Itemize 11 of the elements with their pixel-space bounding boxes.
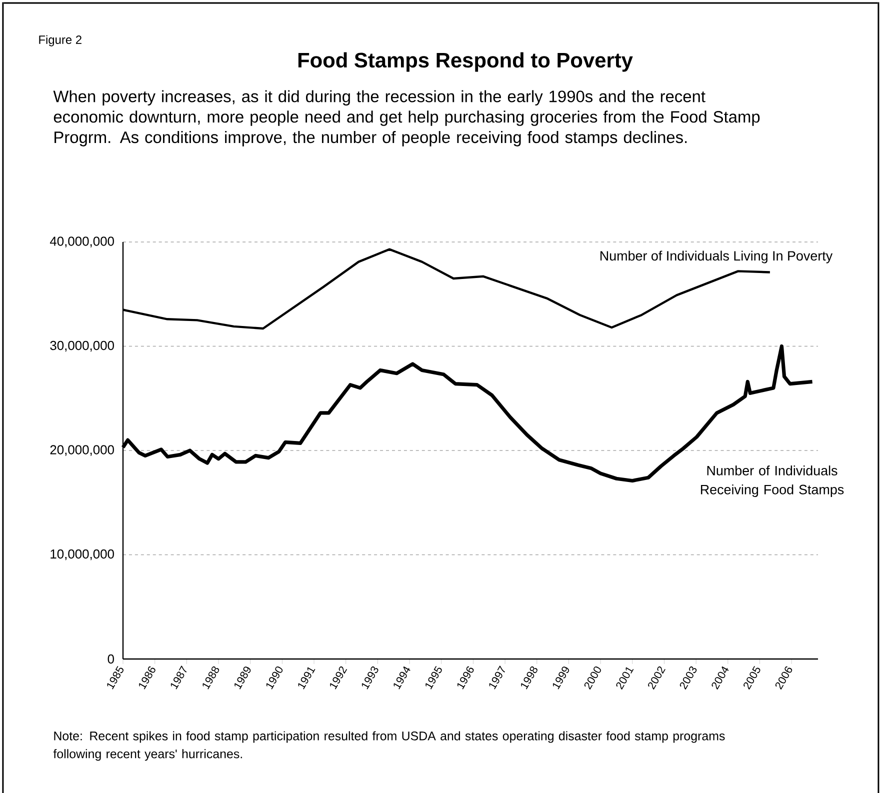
- series-label: Number of Individuals Living In Poverty: [600, 250, 833, 264]
- y-tick-label: 30,000,000: [50, 340, 114, 352]
- y-tick-label: 20,000,000: [50, 445, 114, 456]
- y-tick-label: 10,000,000: [50, 549, 114, 560]
- series-label: Number of Individuals Receiving Food Stamps: [700, 466, 844, 497]
- text: Note: Recent spikes in food stamp participation resulted from USDA and states operating disaster food stamp programs following recent years' hurricanes.: [53, 731, 725, 761]
- caption: Figure 2: [39, 35, 82, 46]
- chart-title: Food Stamps Respond to Poverty: [298, 52, 633, 72]
- y-tick-label: 0: [108, 654, 114, 664]
- y-tick-label: 40,000,000: [50, 236, 114, 248]
- chart-subtitle: When poverty increases, as it did during the recession in the early 1990s and the recent economic downturn, more people need and get help purchasing groceries from the Food Stamp Progrm. As conditions improve, the number of people receiving food stamps declines.: [53, 90, 760, 146]
